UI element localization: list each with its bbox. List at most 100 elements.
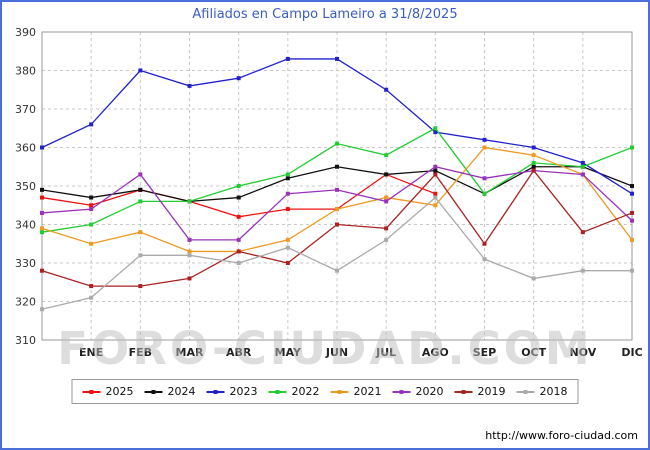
series-point-2018 (40, 307, 44, 312)
series-point-2023 (630, 191, 634, 196)
legend-item-2023: 2023 (206, 385, 258, 398)
legend-label-2021: 2021 (353, 385, 382, 398)
series-point-2022 (236, 184, 241, 188)
series-point-2018 (138, 253, 143, 258)
series-point-2022 (138, 199, 143, 204)
series-point-2019 (482, 241, 487, 246)
x-axis-label: FEB (129, 346, 152, 359)
series-point-2021 (482, 145, 487, 150)
legend-swatch-2021 (330, 389, 349, 394)
series-point-2022 (630, 145, 634, 150)
legend-marker-2023 (213, 389, 218, 394)
series-point-2019 (40, 268, 44, 273)
series-point-2018 (630, 268, 634, 273)
series-point-2025 (40, 195, 44, 200)
series-point-2020 (630, 218, 634, 223)
series-point-2024 (433, 168, 438, 173)
series-point-2019 (580, 230, 585, 235)
y-axis-label: 330 (15, 257, 36, 270)
series-point-2024 (138, 187, 143, 192)
x-axis-label: JUN (325, 346, 348, 359)
legend-label-2024: 2024 (167, 385, 196, 398)
series-point-2021 (531, 153, 536, 158)
series-point-2018 (187, 253, 192, 258)
series-point-2023 (89, 122, 94, 127)
legend-marker-2024 (151, 389, 156, 394)
series-point-2024 (384, 172, 389, 177)
legend-item-2022: 2022 (268, 385, 320, 398)
legend-marker-2021 (337, 389, 342, 394)
series-point-2021 (187, 249, 192, 254)
series-point-2021 (138, 230, 143, 235)
legend-item-2025: 2025 (82, 385, 134, 398)
legend-marker-2025 (89, 389, 94, 394)
legend-swatch-2023 (206, 389, 225, 394)
series-point-2018 (384, 237, 389, 242)
x-axis-label: NOV (569, 346, 596, 359)
series-point-2022 (482, 191, 487, 196)
legend-label-2018: 2018 (539, 385, 568, 398)
x-axis-label: MAR (176, 346, 204, 359)
footer-link[interactable]: http://www.foro-ciudad.com (485, 429, 638, 442)
series-point-2020 (89, 207, 94, 212)
legend-label-2020: 2020 (415, 385, 444, 398)
legend-label-2023: 2023 (229, 385, 258, 398)
series-point-2020 (580, 172, 585, 177)
legend-item-2021: 2021 (330, 385, 382, 398)
series-point-2023 (40, 145, 44, 150)
legend-item-2020: 2020 (392, 385, 444, 398)
legend-swatch-2022 (268, 389, 287, 394)
series-point-2020 (433, 164, 438, 169)
legend-marker-2020 (399, 389, 404, 394)
y-axis-label: 360 (15, 142, 36, 155)
series-point-2025 (89, 203, 94, 208)
y-axis-label: 310 (15, 334, 36, 347)
series-point-2018 (335, 268, 339, 273)
legend-item-2018: 2018 (516, 385, 568, 398)
legend-swatch-2020 (392, 389, 411, 394)
legend-swatch-2019 (454, 389, 473, 394)
series-point-2024 (285, 176, 290, 181)
series-point-2022 (580, 164, 585, 169)
series-point-2022 (40, 230, 44, 235)
series-point-2018 (285, 245, 290, 250)
series-point-2024 (40, 187, 44, 192)
series-point-2020 (138, 172, 143, 177)
series-point-2019 (531, 168, 536, 173)
y-axis-label: 370 (15, 103, 36, 116)
series-point-2019 (433, 172, 438, 177)
series-point-2022 (531, 160, 536, 165)
legend-label-2025: 2025 (105, 385, 134, 398)
series-point-2021 (285, 237, 290, 242)
series-point-2021 (433, 203, 438, 208)
series-point-2021 (335, 207, 339, 212)
x-axis-label: DIC (621, 346, 642, 359)
series-point-2018 (531, 276, 536, 281)
series-point-2018 (482, 257, 487, 262)
series-point-2019 (384, 226, 389, 231)
legend-label-2022: 2022 (291, 385, 320, 398)
series-point-2018 (580, 268, 585, 273)
y-axis-label: 320 (15, 296, 36, 309)
series-point-2020 (285, 191, 290, 196)
chart-title: Afiliados en Campo Lameiro a 31/8/2025 (192, 7, 458, 22)
legend-label-2019: 2019 (477, 385, 506, 398)
legend-swatch-2018 (516, 389, 535, 394)
series-point-2018 (89, 295, 94, 300)
legend-item-2024: 2024 (144, 385, 196, 398)
series-point-2023 (531, 145, 536, 150)
series-point-2019 (335, 222, 339, 227)
series-point-2024 (89, 195, 94, 200)
legend-swatch-2025 (82, 389, 101, 394)
series-point-2023 (335, 56, 339, 61)
y-axis-label: 340 (15, 219, 36, 232)
series-point-2020 (335, 187, 339, 192)
series-point-2020 (40, 210, 44, 215)
x-axis-label: SEP (473, 346, 497, 359)
series-point-2023 (580, 160, 585, 165)
y-axis-label: 350 (15, 180, 36, 193)
series-point-2020 (187, 237, 192, 242)
series-point-2022 (335, 141, 339, 146)
